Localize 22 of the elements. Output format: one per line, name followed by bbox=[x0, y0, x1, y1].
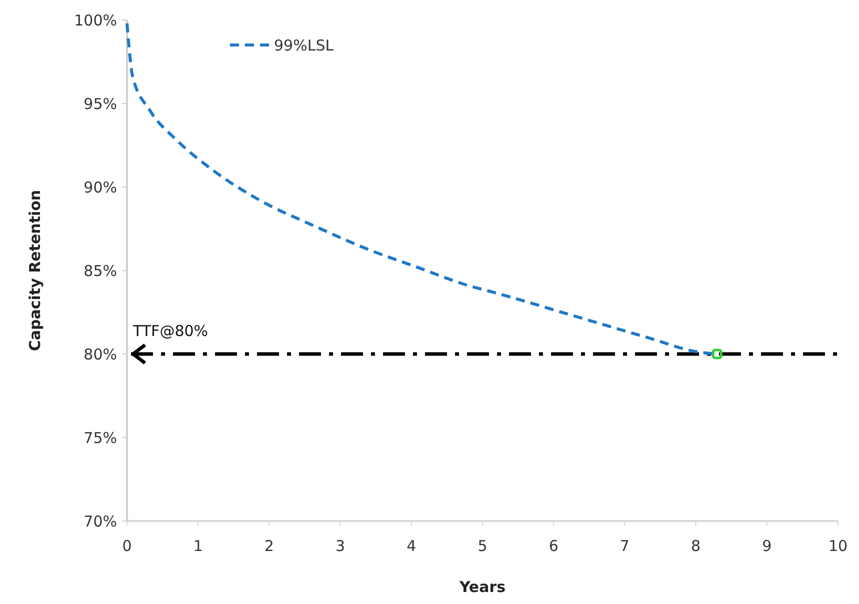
y-axis-title: Capacity Retention bbox=[26, 190, 44, 352]
x-tick-label: 4 bbox=[406, 537, 416, 555]
x-tick-label: 2 bbox=[264, 537, 274, 555]
y-tick-label: 70% bbox=[84, 512, 117, 530]
ref-line-label: TTF@80% bbox=[132, 322, 208, 340]
x-tick-label: 10 bbox=[828, 537, 848, 555]
x-tick-label: 8 bbox=[691, 537, 701, 555]
x-tick-label: 1 bbox=[193, 537, 203, 555]
x-tick-label: 6 bbox=[548, 537, 558, 555]
y-tick-label: 90% bbox=[84, 178, 117, 196]
x-tick-label: 7 bbox=[620, 537, 630, 555]
y-tick-label: 100% bbox=[74, 11, 117, 30]
y-tick-label: 85% bbox=[84, 262, 117, 280]
x-tick-label: 5 bbox=[478, 537, 488, 555]
x-axis-title: Years bbox=[458, 578, 506, 596]
y-tick-label: 95% bbox=[84, 94, 117, 113]
x-tick-label: 3 bbox=[336, 537, 346, 555]
x-tick-label: 9 bbox=[762, 537, 772, 555]
y-tick-label: 75% bbox=[84, 428, 117, 447]
x-tick-label: 0 bbox=[122, 537, 132, 555]
legend-label: 99%LSL bbox=[274, 36, 334, 54]
y-tick-label: 80% bbox=[84, 345, 117, 364]
